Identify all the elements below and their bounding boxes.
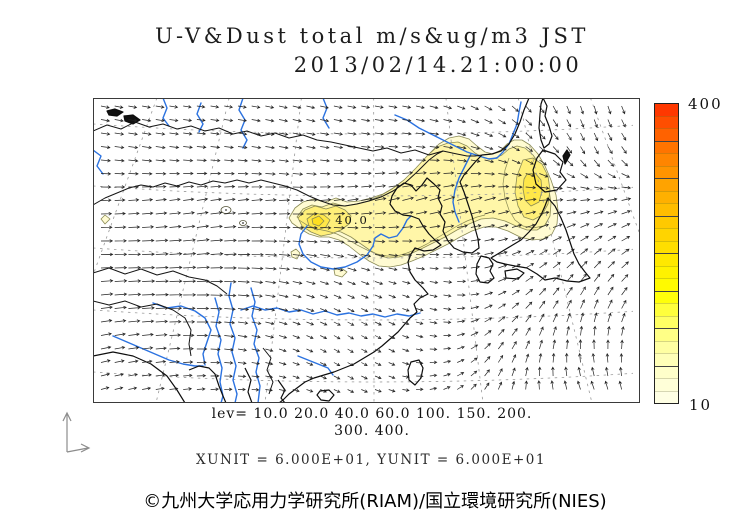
dust-contour-fills (100, 135, 559, 278)
plot-datetime: 2013/02/14.21:00:00 (293, 53, 583, 77)
map-canvas: 40.0 (93, 98, 640, 403)
contour-label-group: 40.0 (335, 213, 369, 227)
colorbar (654, 103, 679, 404)
colorbar-max-label: 400 (688, 95, 723, 113)
copyright-line: ©九州大学応用力学研究所(RIAM)/国立環境研究所(NIES) (143, 491, 607, 512)
contour-levels-line2: 300. 400. (334, 423, 410, 439)
colorbar-min-label: 10 (689, 396, 713, 414)
vector-units-line: XUNIT = 6.000E+01, YUNIT = 6.000E+01 (196, 452, 546, 468)
coastline-borders (93, 98, 591, 403)
wind-vectors (100, 105, 632, 393)
plot-title: U-V&Dust total m/s&ug/m3 JST (155, 24, 589, 48)
contour-levels-line1: lev= 10.0 20.0 40.0 60.0 100. 150. 200. (211, 406, 533, 422)
map-frame-border (93, 98, 640, 403)
map-panel: 40.0 (93, 98, 640, 403)
axes-orientation-icon (62, 411, 91, 453)
svg-text:40.0: 40.0 (335, 213, 369, 227)
